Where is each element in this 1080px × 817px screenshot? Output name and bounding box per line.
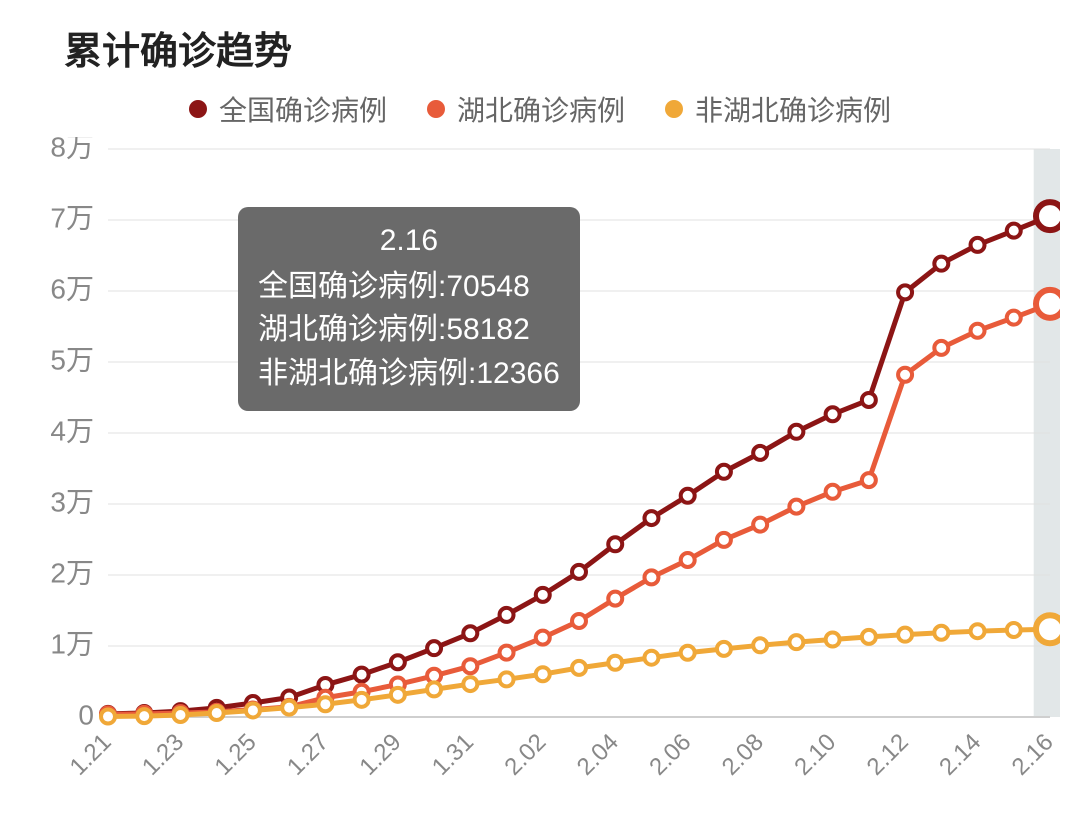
svg-text:5万: 5万 [50,344,94,375]
legend-item-national[interactable]: 全国确诊病例 [189,89,387,129]
svg-text:1万: 1万 [50,628,94,659]
chart-title: 累计确诊趋势 [64,20,1060,75]
svg-text:0: 0 [78,699,94,730]
svg-text:2.12: 2.12 [862,729,914,781]
svg-text:2.06: 2.06 [644,729,696,781]
svg-text:1.25: 1.25 [210,729,262,781]
chart-container: 累计确诊趋势 全国确诊病例 湖北确诊病例 非湖北确诊病例 0 1万 2万 3万 4万 5万… [0,0,1080,817]
svg-text:4万: 4万 [50,415,94,446]
svg-text:1.27: 1.27 [282,729,334,781]
svg-text:2.16: 2.16 [1007,729,1059,781]
legend-dot [189,100,207,118]
svg-text:2.10: 2.10 [789,729,841,781]
legend-dot [665,100,683,118]
legend-label: 全国确诊病例 [219,89,387,129]
plot-area[interactable]: 0 1万 2万 3万 4万 5万 6万 7万 8万 1.21 1.23 1.25 1.27 1.29 1.3… [20,137,1060,817]
svg-text:1.29: 1.29 [354,729,406,781]
legend-item-hubei[interactable]: 湖北确诊病例 [427,89,625,129]
svg-text:1.23: 1.23 [137,729,189,781]
svg-text:1.31: 1.31 [427,729,479,781]
svg-text:2.08: 2.08 [717,729,769,781]
legend-label: 湖北确诊病例 [457,89,625,129]
svg-text:8万: 8万 [50,137,94,162]
svg-text:1.21: 1.21 [65,729,117,781]
svg-text:2.14: 2.14 [934,729,986,781]
svg-text:6万: 6万 [50,273,94,304]
legend-item-nonhubei[interactable]: 非湖北确诊病例 [665,89,891,129]
chart-svg: 0 1万 2万 3万 4万 5万 6万 7万 8万 1.21 1.23 1.25 1.27 1.29 1.3… [20,137,1060,817]
legend-label: 非湖北确诊病例 [695,89,891,129]
svg-text:2.04: 2.04 [572,729,624,781]
svg-text:2.02: 2.02 [499,729,551,781]
svg-text:2万: 2万 [50,557,94,588]
svg-text:3万: 3万 [50,486,94,517]
legend: 全国确诊病例 湖北确诊病例 非湖北确诊病例 [20,89,1060,129]
legend-dot [427,100,445,118]
svg-text:7万: 7万 [50,202,94,233]
